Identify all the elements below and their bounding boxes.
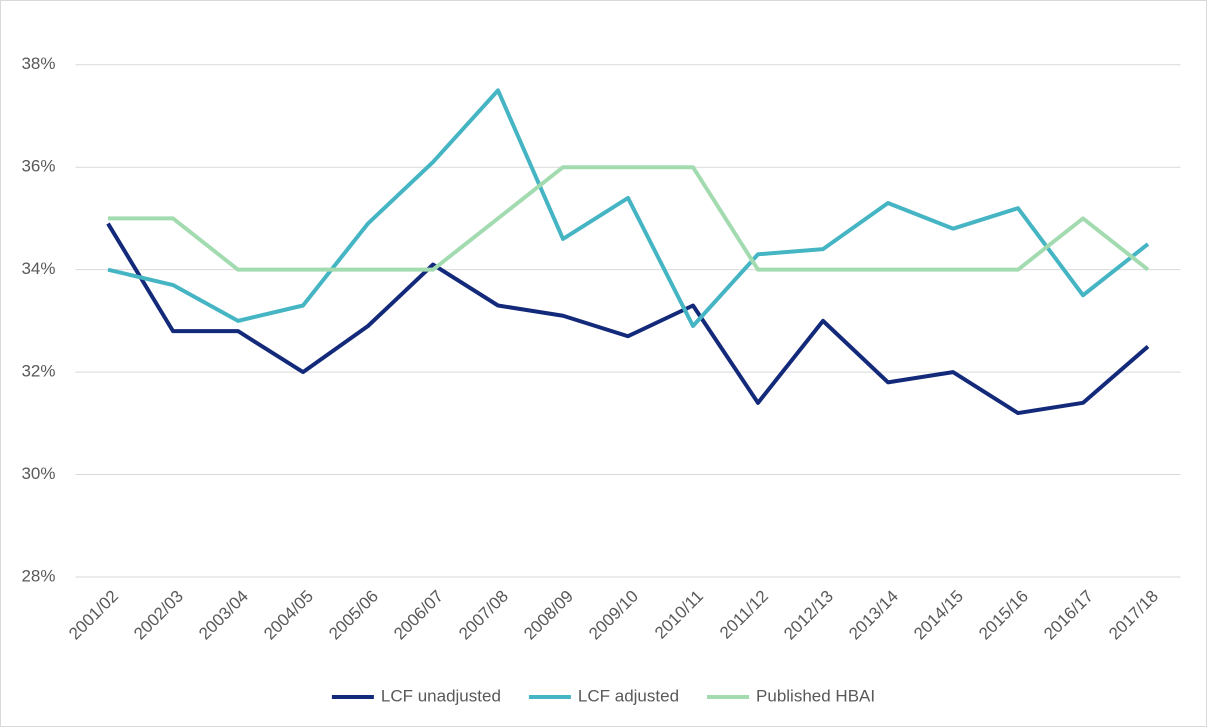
line-series: [108, 165, 1150, 272]
legend-label: Published HBAI: [756, 686, 875, 705]
y-tick-label: 28%: [21, 566, 55, 585]
y-tick-label: 34%: [21, 259, 55, 278]
line-series: [107, 88, 1150, 328]
line-series: [106, 222, 1150, 416]
y-tick-label: 32%: [21, 362, 55, 381]
legend-label: LCF unadjusted: [381, 686, 501, 705]
y-tick-label: 36%: [21, 157, 55, 176]
y-tick-label: 30%: [21, 464, 55, 483]
y-tick-label: 38%: [21, 54, 55, 73]
legend-label: LCF adjusted: [578, 686, 679, 705]
